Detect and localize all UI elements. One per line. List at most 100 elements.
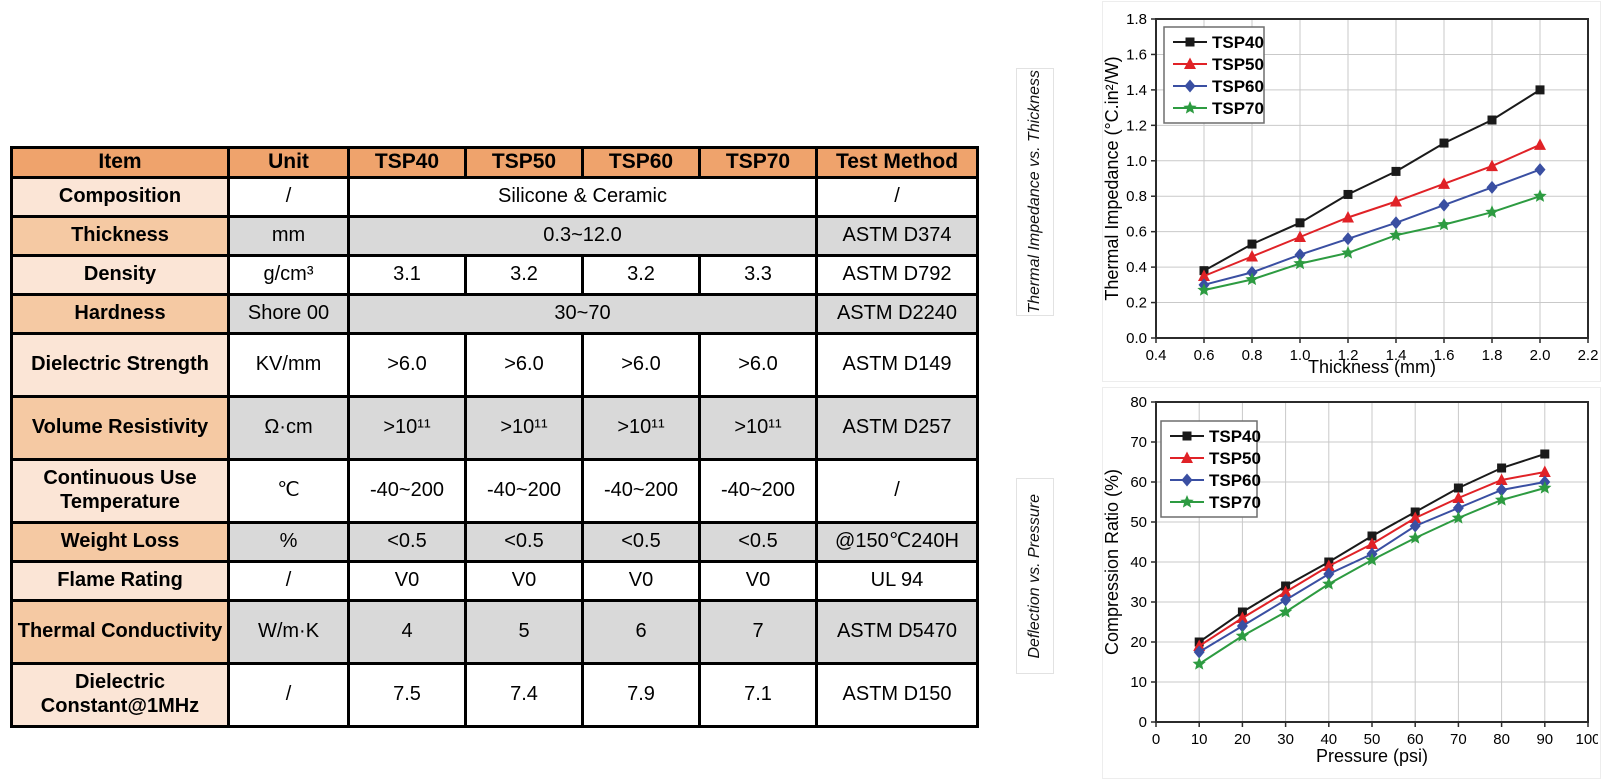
x-tick-label: 30	[1277, 731, 1294, 748]
value-cell: -40~200	[347, 457, 467, 524]
value-cell: -40~200	[698, 457, 818, 524]
diamond-marker	[1438, 198, 1450, 212]
item-cell: Thickness	[10, 214, 230, 257]
diamond-marker	[1486, 180, 1498, 194]
triangle-marker	[1390, 195, 1402, 207]
chart2-title: Deflection vs. Pressure	[1026, 493, 1043, 659]
x-tick-label: 0.8	[1242, 347, 1263, 364]
value-cell: >10¹¹	[464, 394, 584, 461]
x-tick-label: 80	[1493, 731, 1510, 748]
y-tick-label: 80	[1130, 394, 1147, 411]
star-marker	[1192, 657, 1206, 670]
square-marker	[1185, 37, 1195, 47]
value-cell: V0	[347, 559, 467, 602]
test-method-cell: /	[815, 457, 979, 524]
star-marker	[1322, 577, 1336, 590]
tsp40-line	[1203, 89, 1541, 272]
diamond-marker	[1452, 501, 1464, 515]
value-cell: <0.5	[347, 520, 467, 563]
unit-cell: /	[227, 175, 350, 218]
diamond-marker	[1534, 163, 1546, 177]
table-row: Dielectric Strength KV/mm >6.0 >6.0 >6.0 >6.0…	[10, 331, 979, 398]
x-tick-label: 90	[1536, 731, 1553, 748]
column-header-item: Item	[10, 146, 230, 179]
square-marker	[1439, 138, 1449, 148]
table-row: Composition / Silicone & Ceramic /	[10, 175, 979, 218]
legend-label: TSP70	[1212, 99, 1264, 118]
item-cell: Continuous Use Temperature	[10, 457, 230, 524]
triangle-marker	[1534, 138, 1546, 150]
diamond-marker	[1184, 79, 1196, 93]
star-marker	[1365, 553, 1379, 566]
unit-cell: g/cm³	[227, 253, 350, 296]
test-method-cell: ASTM D150	[815, 661, 979, 728]
column-header-tsp50: TSP50	[464, 146, 584, 179]
star-marker	[1197, 283, 1211, 296]
legend-label: TSP60	[1212, 77, 1264, 96]
test-method-cell: UL 94	[815, 559, 979, 602]
value-cell: 3.2	[581, 253, 701, 296]
value-cell: >6.0	[347, 331, 467, 398]
triangle-marker	[1409, 511, 1422, 523]
star-marker	[1245, 272, 1259, 286]
legend-label: TSP50	[1212, 55, 1264, 74]
table-row: Volume Resistivity Ω·cm >10¹¹ >10¹¹ >10¹¹ >10…	[10, 394, 979, 461]
y-tick-label: 1.0	[1126, 153, 1147, 170]
y-tick-label: 0.4	[1126, 259, 1147, 276]
star-marker	[1183, 101, 1197, 114]
thermal-impedance-chart: 0.4 0.6 0.8 1.0 1.2 1.4 1.6 1.8 2.0 2.2 0.0 0.2 0.4 0…	[1102, 1, 1601, 382]
diamond-marker	[1181, 473, 1193, 487]
legend-label: TSP60	[1209, 471, 1261, 490]
value-cell: 6	[581, 598, 701, 665]
triangle-marker	[1438, 177, 1450, 189]
value-cell: >6.0	[581, 331, 701, 398]
diamond-marker	[1294, 248, 1306, 262]
y-tick-label: 1.4	[1126, 82, 1147, 99]
x-tick-label: 0.6	[1194, 347, 1215, 364]
column-header-test-method: Test Method	[815, 146, 979, 179]
deflection-chart: 0 10 20 30 40 50 60 70 80 90 100 0 10 20 30 40 50 60 70 80 P…	[1102, 387, 1601, 779]
item-cell: Thermal Conductivity	[10, 598, 230, 665]
diamond-marker	[1246, 265, 1258, 279]
plot-border	[1155, 401, 1589, 723]
value-cell: 3.2	[464, 253, 584, 296]
star-marker	[1235, 629, 1250, 642]
legend-label: TSP40	[1209, 427, 1261, 446]
chart2-side-title-box: Deflection vs. Pressure	[1016, 478, 1054, 674]
x-axis-label: Pressure (psi)	[1316, 746, 1428, 766]
x-tick-label: 70	[1450, 731, 1467, 748]
x-tick-label: 1.6	[1434, 347, 1455, 364]
triangle-marker	[1366, 537, 1378, 549]
square-marker	[1487, 115, 1497, 125]
value-cell: 3.3	[698, 253, 818, 296]
value-cell: V0	[581, 559, 701, 602]
triangle-marker	[1246, 249, 1258, 262]
square-marker	[1391, 166, 1401, 176]
table-row: Continuous Use Temperature ℃ -40~200 -40~20…	[10, 457, 979, 524]
value-cell: V0	[698, 559, 818, 602]
y-tick-label: 0.2	[1126, 295, 1147, 312]
square-marker	[1343, 189, 1353, 199]
y-tick-label: 50	[1130, 514, 1147, 531]
triangle-marker	[1279, 585, 1292, 597]
value-cell: <0.5	[581, 520, 701, 563]
y-tick-label: 20	[1130, 634, 1147, 651]
y-tick-label: 1.6	[1126, 46, 1147, 63]
diamond-marker	[1323, 567, 1335, 581]
test-method-cell: @150℃240H	[815, 520, 979, 563]
value-cell: -40~200	[581, 457, 701, 524]
item-cell: Flame Rating	[10, 559, 230, 602]
x-tick-label: 50	[1364, 731, 1381, 748]
unit-cell: Ω·cm	[227, 394, 350, 461]
star-marker	[1293, 256, 1307, 270]
diamond-marker	[1390, 216, 1402, 230]
value-cell: V0	[464, 559, 584, 602]
value-cell: 4	[347, 598, 467, 665]
y-tick-label: 1.2	[1126, 117, 1147, 134]
item-cell: Density	[10, 253, 230, 296]
star-marker	[1389, 228, 1403, 241]
unit-cell: Shore 00	[227, 292, 350, 335]
square-marker	[1540, 449, 1550, 459]
value-cell: 3.1	[347, 253, 467, 296]
triangle-marker	[1184, 57, 1196, 69]
